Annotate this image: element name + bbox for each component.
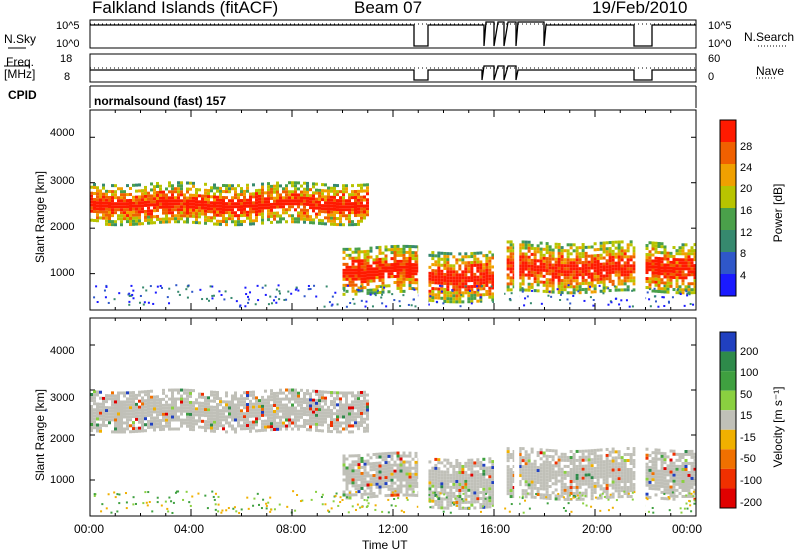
nsearch-label: N.Search xyxy=(744,30,795,44)
freq-strip-frame xyxy=(89,53,697,83)
velocity-panel xyxy=(90,318,697,516)
echo-region-3 xyxy=(506,240,636,295)
echo-region-1 xyxy=(342,244,421,296)
vel-cb-tick-m15: -15 xyxy=(740,432,756,444)
echo-region-2 xyxy=(428,457,495,510)
cpid-value: normalsound (fast) 157 xyxy=(94,94,227,108)
power-colorbar xyxy=(719,119,737,297)
x-axis-label: Time UT xyxy=(362,538,408,552)
data-gap-2 xyxy=(514,318,520,516)
nsky-label: N.Sky xyxy=(4,32,37,46)
echo-region-0 xyxy=(90,388,369,434)
colorbar-swatch xyxy=(720,252,736,274)
velocity-ytick-3000: 3000 xyxy=(50,392,75,404)
colorbar-swatch xyxy=(720,468,736,489)
echo-region-4 xyxy=(645,447,697,501)
freq-trace xyxy=(90,65,696,81)
data-gap-2 xyxy=(514,110,520,310)
nave-tick-bottom: 0 xyxy=(708,71,715,83)
vel-cb-tick-100: 100 xyxy=(740,367,759,379)
power-cb-tick-24: 24 xyxy=(740,162,753,174)
vel-cb-tick-15: 15 xyxy=(740,410,753,422)
colorbar-swatch xyxy=(720,164,736,186)
data-gap-0 xyxy=(418,110,429,310)
nsky-strip-frame xyxy=(89,19,697,49)
colorbar-swatch xyxy=(720,488,736,508)
colorbar-swatch xyxy=(720,142,736,164)
xtick-2: 08:00 xyxy=(276,522,307,536)
data-gap-1 xyxy=(494,318,505,516)
colorbar-swatch xyxy=(720,274,736,296)
xtick-4: 16:00 xyxy=(480,522,511,536)
colorbar-swatch xyxy=(720,371,736,391)
power-cb-tick-12: 12 xyxy=(740,227,753,239)
colorbar-frame xyxy=(719,331,737,509)
power-ytick-3000: 3000 xyxy=(50,175,75,187)
power-cb-tick-4: 4 xyxy=(740,270,747,282)
vel-cb-tick-m50: -50 xyxy=(740,453,756,465)
freq-unit-label: [MHz] xyxy=(4,67,36,81)
data-gap-3 xyxy=(635,318,646,516)
colorbar-swatch xyxy=(720,120,736,142)
cpid-label: CPID xyxy=(8,88,37,102)
power-ytick-4000: 4000 xyxy=(50,127,75,139)
xtick-6: 00:00 xyxy=(672,522,703,536)
vel-cb-tick-50: 50 xyxy=(740,389,753,401)
colorbar-swatch xyxy=(720,186,736,208)
xtick-3: 12:00 xyxy=(378,522,409,536)
vel-cb-tick-m200: -200 xyxy=(740,497,763,509)
velocity-ytick-2000: 2000 xyxy=(50,433,75,445)
colorbar-swatch xyxy=(720,230,736,252)
echo-region-1 xyxy=(342,451,421,500)
velocity-colorbar xyxy=(719,331,737,509)
power-ytick-2000: 2000 xyxy=(50,221,75,233)
power-panel xyxy=(90,110,697,310)
nsky-trace xyxy=(90,21,696,47)
power-cb-tick-28: 28 xyxy=(740,141,753,153)
colorbar-swatch xyxy=(720,429,736,450)
nsearch-tick-bottom: 10^0 xyxy=(708,38,732,50)
colorbar-swatch xyxy=(720,332,736,352)
xtick-1: 04:00 xyxy=(174,522,205,536)
nsky-tick-top: 10^5 xyxy=(56,20,80,32)
colorbar-frame xyxy=(719,119,737,297)
nave-label: Nave xyxy=(756,64,785,78)
colorbar-swatch xyxy=(720,449,736,469)
freq-tick-bottom: 8 xyxy=(64,71,71,83)
nave-tick-top: 60 xyxy=(708,53,721,65)
echo-region-0 xyxy=(90,181,369,227)
vel-cb-tick-m100: -100 xyxy=(740,475,763,487)
power-ytick-1000: 1000 xyxy=(50,267,75,279)
echo-region-2 xyxy=(428,250,495,304)
velocity-ytick-1000: 1000 xyxy=(50,474,75,486)
power-cb-tick-20: 20 xyxy=(740,183,753,195)
data-gap-0 xyxy=(418,318,429,516)
power-cb-tick-16: 16 xyxy=(740,205,753,217)
nsearch-tick-top: 10^5 xyxy=(708,20,732,32)
data-gap-1 xyxy=(494,110,505,310)
x-axis-ticks xyxy=(89,110,697,516)
beam-label: Beam 07 xyxy=(354,0,423,17)
nsky-tick-bottom: 10^0 xyxy=(56,38,80,50)
colorbar-swatch xyxy=(720,410,736,430)
velocity-ytick-4000: 4000 xyxy=(50,345,75,357)
freq-tick-top: 18 xyxy=(60,53,73,65)
xtick-5: 20:00 xyxy=(582,522,613,536)
date-label: 19/Feb/2010 xyxy=(592,0,688,17)
vel-cb-tick-200: 200 xyxy=(740,346,759,358)
station-title: Falkland Islands (fitACF) xyxy=(92,0,279,17)
colorbar-swatch xyxy=(720,208,736,230)
power-cb-tick-8: 8 xyxy=(740,248,747,260)
colorbar-swatch xyxy=(720,351,736,372)
echo-region-3 xyxy=(506,447,636,501)
data-gap-3 xyxy=(635,110,646,310)
colorbar-swatch xyxy=(720,390,736,411)
xtick-0: 00:00 xyxy=(74,522,105,536)
echo-region-4 xyxy=(645,241,697,295)
